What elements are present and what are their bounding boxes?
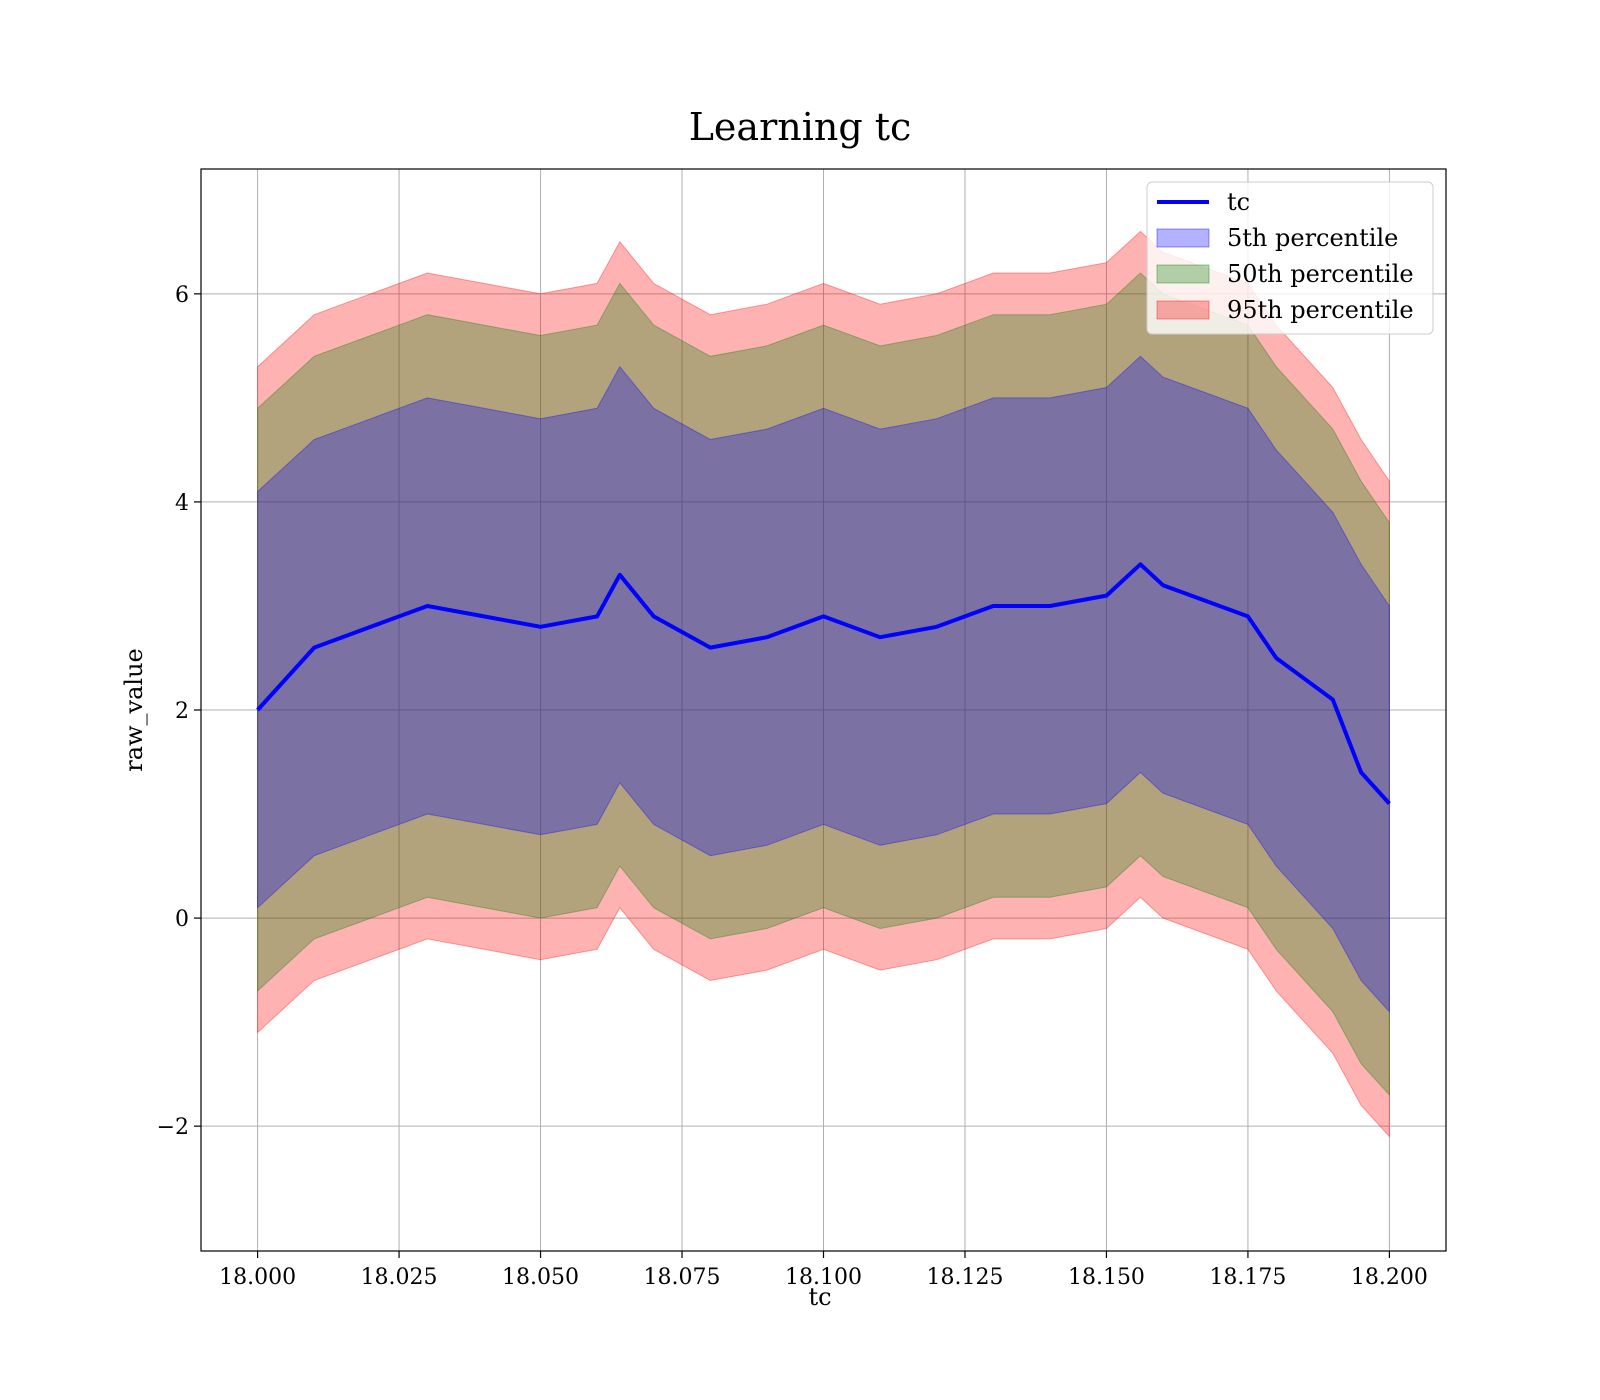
y-tick-label: 4: [175, 491, 189, 516]
legend-label-50th-percentile: 50th percentile: [1227, 260, 1414, 288]
chart-title: Learning tc: [689, 105, 912, 149]
legend-swatch-5th-percentile: [1156, 228, 1210, 248]
line-layer: [256, 562, 1391, 805]
y-tick-label: 0: [175, 907, 189, 932]
legend-swatch-50th-percentile: [1156, 264, 1210, 284]
y-tick-label: 2: [175, 699, 189, 724]
x-tick-label: 18.100: [785, 1265, 862, 1290]
legend: tc 5th percentile 50th percentile 95th perc…: [1146, 181, 1434, 335]
x-tick-label: 18.000: [219, 1265, 296, 1290]
legend-label-95th-percentile: 95th percentile: [1227, 296, 1414, 324]
x-axis-label: tc: [808, 1283, 831, 1311]
band-95th-percentile: [257, 230, 1390, 1138]
x-tick-label: 18.075: [644, 1265, 721, 1290]
x-tick-label: 18.175: [1209, 1265, 1286, 1290]
y-axis-label: raw_value: [120, 648, 148, 772]
x-tick-label: 18.050: [502, 1265, 579, 1290]
tick-layer: 18.000 18.025 18.050 18.075 18.100 18.125 18.1…: [157, 283, 1428, 1290]
x-tick-label: 18.025: [361, 1265, 438, 1290]
legend-label-tc: tc: [1227, 188, 1250, 216]
x-tick-label: 18.200: [1351, 1265, 1428, 1290]
band-layer: [257, 230, 1390, 1138]
band-50th-percentile: [257, 272, 1390, 1097]
x-tick-label: 18.125: [926, 1265, 1003, 1290]
x-tick-label: 18.150: [1068, 1265, 1145, 1290]
series-line-tc: [256, 562, 1391, 805]
legend-swatch-95th-percentile: [1156, 300, 1210, 320]
legend-label-5th-percentile: 5th percentile: [1227, 224, 1398, 252]
y-tick-label: −2: [157, 1115, 189, 1140]
y-tick-label: 6: [175, 283, 189, 308]
band-5th-percentile: [257, 355, 1390, 1013]
legend-box: [1146, 181, 1434, 335]
